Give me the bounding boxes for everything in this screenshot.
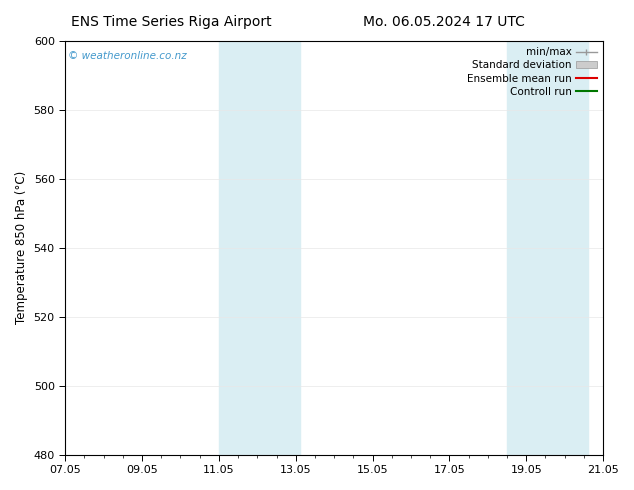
Bar	[507, 41, 588, 455]
Y-axis label: Temperature 850 hPa (°C): Temperature 850 hPa (°C)	[15, 171, 28, 324]
Text: Mo. 06.05.2024 17 UTC: Mo. 06.05.2024 17 UTC	[363, 15, 525, 29]
Text: © weatheronline.co.nz: © weatheronline.co.nz	[68, 51, 186, 61]
Legend: min/max, Standard deviation, Ensemble mean run, Controll run: min/max, Standard deviation, Ensemble me…	[463, 43, 601, 101]
Text: ENS Time Series Riga Airport: ENS Time Series Riga Airport	[71, 15, 271, 29]
Bar	[219, 41, 300, 455]
